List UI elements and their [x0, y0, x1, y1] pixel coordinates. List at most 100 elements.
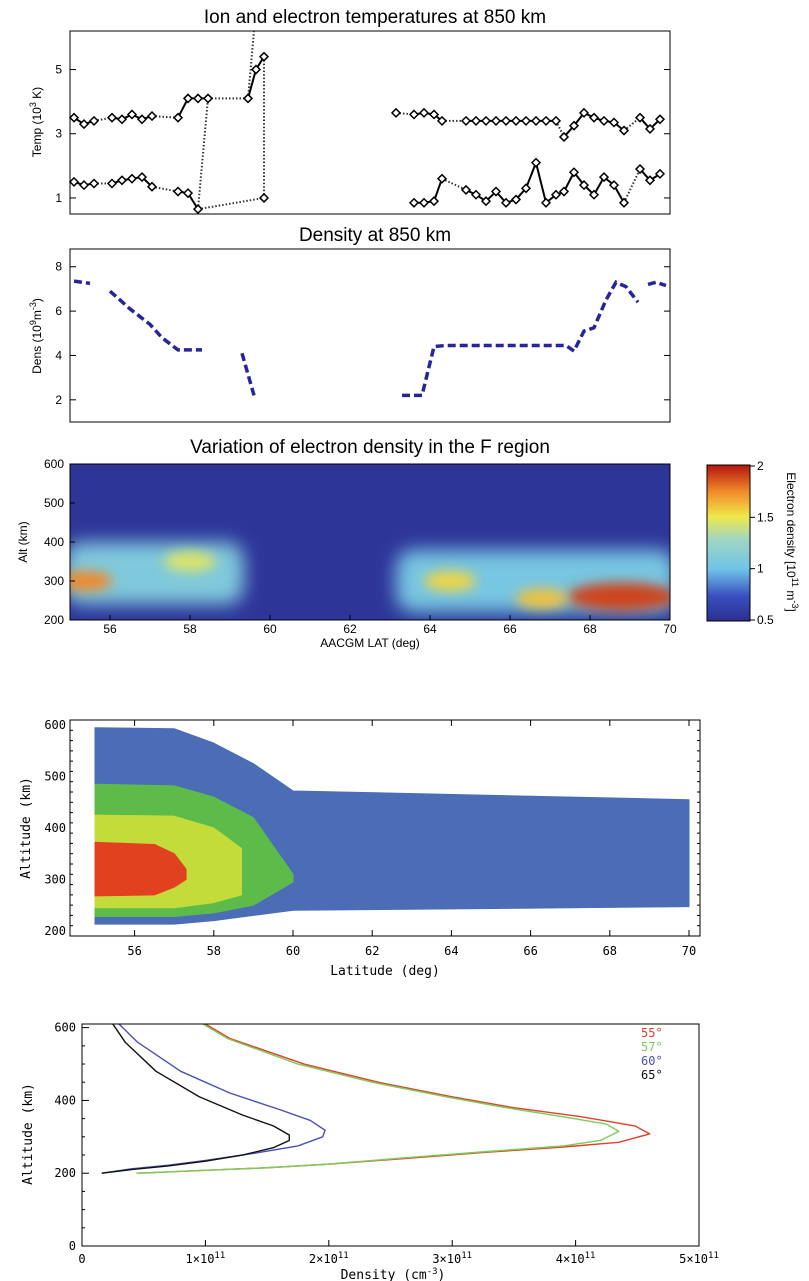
- ion-temp-point: [258, 192, 270, 204]
- ion-temp-point: [408, 197, 420, 208]
- panel5-legend: 55°57°60°65°: [641, 1026, 663, 1082]
- panel3-xtick-label: 60: [263, 622, 277, 636]
- ion-temp-point: [530, 157, 542, 168]
- panel3-title: Variation of electron density in the F r…: [190, 437, 550, 458]
- panel5-xtick-exponent: 11: [338, 1251, 349, 1261]
- panel4-xtick-label: 70: [682, 944, 696, 958]
- density-series-line: [647, 280, 667, 288]
- temp-series-line: [177, 97, 208, 119]
- electron-temp-point: [480, 115, 492, 126]
- ion-temp-point: [568, 167, 580, 178]
- panel4-ytick-label: 200: [44, 924, 66, 938]
- panel3-xtick-label: 66: [503, 622, 517, 636]
- panel4-ytick-label: 500: [44, 770, 66, 784]
- profile-line-65: [101, 1023, 291, 1174]
- panel2-yticks: 2 4 6 8: [55, 260, 670, 407]
- ion-temp-point: [608, 180, 620, 191]
- panel3-xlabel: AACGM LAT (deg): [320, 636, 420, 650]
- ion-temp-point: [490, 186, 502, 197]
- panel5-plot-area: [101, 1023, 651, 1174]
- panel5-xtick-label: 3×1011: [432, 1251, 472, 1266]
- panel5-ytick-label: 200: [54, 1166, 76, 1180]
- panel5-xtick-exponent: 11: [214, 1251, 225, 1261]
- legend-entry-65: 65°: [641, 1068, 663, 1082]
- electron-temp-point: [490, 115, 502, 126]
- panel4-ytick-label: 300: [44, 872, 66, 886]
- panel3-ytick-label: 600: [44, 457, 64, 471]
- panel4-ticks: 56 58 60 62 64 66 68 70 200 300 400 500 600: [44, 718, 700, 958]
- ion-temp-point: [192, 204, 204, 215]
- ion-temp-point: [520, 183, 532, 194]
- panel1-yticks: 1 3 5: [55, 63, 670, 205]
- panel2-ylabel: Dens (109m-3): [28, 298, 44, 374]
- ion-temp-point: [480, 196, 492, 207]
- electron-temp-point: [258, 51, 270, 62]
- electron-temp-point: [390, 107, 402, 118]
- panel5-xtick-label: 5×1011: [679, 1251, 719, 1266]
- panel1-ytick-label: 3: [55, 127, 62, 141]
- panel5-ylabel: Altitude (km): [21, 1083, 36, 1185]
- panel3-ytick-label: 200: [44, 613, 64, 627]
- panel4-plot-area: [94, 727, 690, 925]
- ion-temp-point: [106, 178, 118, 189]
- panel4-ytick-label: 400: [44, 821, 66, 835]
- electron-temp-point: [436, 115, 448, 126]
- temp-gap-connector: [441, 177, 467, 191]
- heatmap-density-peak: [164, 551, 216, 572]
- panel4-xtick-label: 60: [286, 944, 300, 958]
- panel5-xlabel: Density (cm-3): [341, 1267, 446, 1281]
- panel3-ytick-label: 300: [44, 574, 64, 588]
- density-series-line: [240, 352, 256, 396]
- electron-temp-point: [146, 111, 158, 122]
- colorbar-tick-label: 0.5: [757, 613, 774, 627]
- ion-temp-point: [146, 181, 158, 192]
- electron-temp-point: [106, 112, 118, 123]
- electron-temp-point: [78, 119, 90, 130]
- panel-density: Density at 850 km 2 4 6 8 Dens (109m-3): [28, 225, 671, 423]
- panel-density-profiles: 0 1×1011 2×1011 3×1011 4×1011 5×1011 0 200 400 60…: [21, 1021, 719, 1281]
- electron-temp-point: [136, 114, 148, 125]
- panel5-ytick-label: 600: [54, 1021, 76, 1035]
- panel1-frame: [69, 30, 671, 215]
- electron-temp-point: [126, 109, 138, 120]
- colorbar-label: Electron density [1011 m-3]: [784, 472, 800, 611]
- electron-temp-point: [460, 115, 472, 126]
- electron-temp-point: [588, 112, 600, 123]
- legend-entry-55: 55°: [641, 1026, 663, 1040]
- panel4-xtick-label: 68: [603, 944, 617, 958]
- electron-temp-point: [568, 120, 580, 131]
- electron-temp-point: [182, 93, 194, 104]
- ion-temp-point: [510, 194, 522, 205]
- electron-temp-point: [428, 109, 440, 120]
- heatmap-density-peak: [70, 571, 112, 591]
- panel2-ytick-label: 6: [55, 304, 62, 318]
- electron-temp-point: [578, 107, 590, 118]
- ion-temp-point: [68, 176, 80, 187]
- panel3-ticks: 56 58 60 62 64 66 68 70 200 300 400 500 600: [44, 457, 677, 636]
- temp-gap-connector: [197, 196, 265, 211]
- panel5-ticks: 0 1×1011 2×1011 3×1011 4×1011 5×1011 0 200 400 60…: [54, 1021, 719, 1266]
- panel5-xtick-exponent: 11: [585, 1251, 596, 1261]
- temp-link-dotted: [197, 98, 209, 210]
- temp-series-line: [465, 159, 625, 205]
- panel4-xtick-label: 62: [365, 944, 379, 958]
- panel5-ytick-label: 400: [54, 1093, 76, 1107]
- ion-temp-point: [418, 197, 430, 208]
- panel3-xtick-label: 64: [423, 622, 437, 636]
- panel2-frame: [69, 248, 671, 423]
- density-series-line: [402, 280, 640, 398]
- electron-temp-point: [88, 115, 100, 126]
- panel3-xtick-label: 58: [183, 622, 197, 636]
- electron-temp-point: [598, 115, 610, 126]
- panel2-ytick-label: 2: [55, 393, 62, 407]
- electron-temp-point: [550, 115, 562, 126]
- panel3-xtick-label: 62: [343, 622, 357, 636]
- density-series-line: [73, 279, 91, 286]
- legend-entry-57: 57°: [641, 1040, 663, 1054]
- panel2-plot-area: [73, 279, 667, 398]
- panel4-xlabel: Latitude (deg): [330, 964, 440, 979]
- ion-temp-point: [654, 168, 666, 179]
- ion-temp-point: [172, 186, 184, 197]
- ion-temp-point: [634, 163, 646, 175]
